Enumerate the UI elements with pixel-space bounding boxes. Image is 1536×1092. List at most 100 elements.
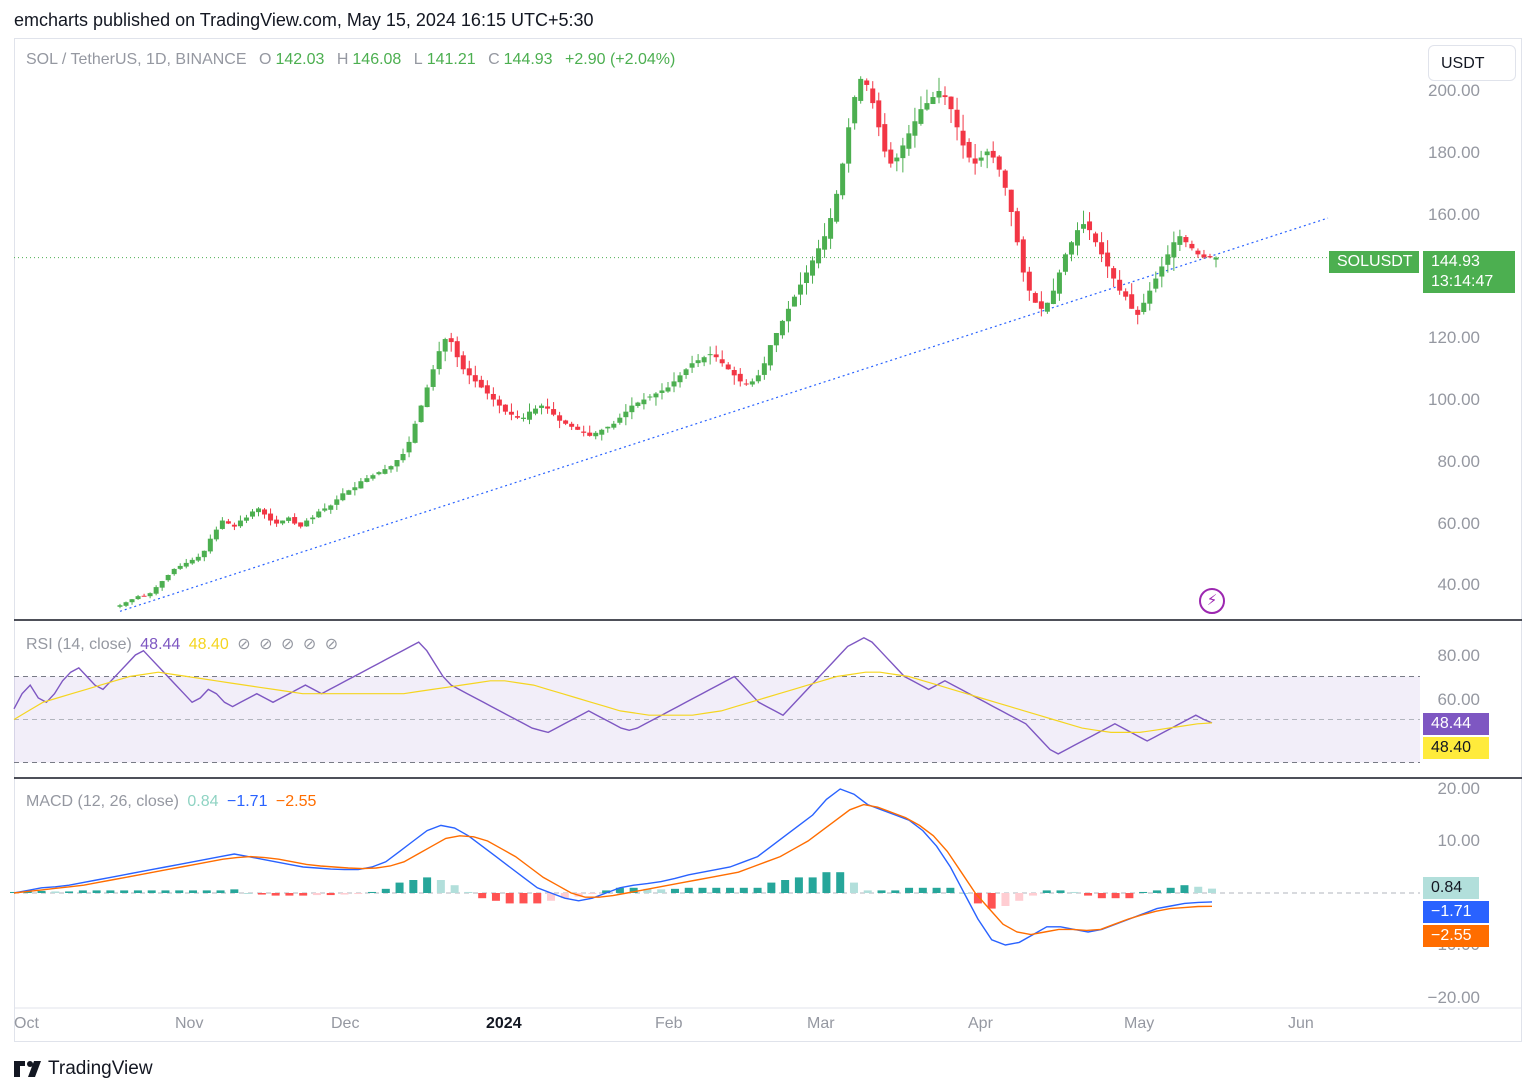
candle-body xyxy=(171,568,177,575)
candle-body xyxy=(358,481,364,489)
x-label-apr: Apr xyxy=(968,1015,993,1032)
candle-body xyxy=(810,260,816,276)
macd-histogram-bar xyxy=(987,893,996,909)
candle-body xyxy=(280,520,286,524)
macd-histogram-bar xyxy=(781,880,790,893)
macd-histogram-bar xyxy=(505,893,514,904)
candle-body xyxy=(1020,239,1026,273)
candle-body xyxy=(490,393,496,400)
candle-body xyxy=(382,469,388,474)
lightning-icon[interactable]: ⚡ xyxy=(1199,588,1225,614)
candle-body xyxy=(484,385,490,394)
candle-body xyxy=(129,599,135,603)
macd-histogram-bar xyxy=(932,887,941,893)
macd-histogram-bar xyxy=(23,891,32,893)
candle-body xyxy=(430,369,436,387)
candle-body xyxy=(713,354,719,358)
macd-histogram-bar xyxy=(326,893,335,896)
macd-histogram-bar xyxy=(120,890,129,893)
macd-histogram-bar xyxy=(340,893,349,895)
candle-body xyxy=(641,399,647,405)
candle-body xyxy=(791,296,797,307)
candle-body xyxy=(195,556,201,561)
candle-body xyxy=(804,272,810,284)
candle-body xyxy=(1081,224,1087,229)
macd-axis-neg20: −20.00 xyxy=(1427,988,1480,1007)
candle-body xyxy=(472,375,478,382)
candle-body xyxy=(442,339,448,352)
candle-body xyxy=(894,157,900,162)
rsi-title[interactable]: RSI (14, close) xyxy=(26,636,132,653)
candle-body xyxy=(1123,291,1129,297)
macd-histogram-bar xyxy=(905,887,914,893)
candle-body xyxy=(942,95,948,98)
candle-body xyxy=(647,396,653,398)
rsi-legend: RSI (14, close) 48.44 48.40 ⊘ ⊘ ⊘ ⊘ ⊘ xyxy=(26,634,342,654)
macd-histogram-bar xyxy=(244,893,253,894)
candle-body xyxy=(816,248,822,264)
candle-body xyxy=(906,133,912,149)
macd-histogram-bar xyxy=(395,882,404,893)
candle-body xyxy=(888,149,894,164)
currency-button[interactable]: USDT xyxy=(1428,45,1516,81)
candle-body xyxy=(966,141,972,158)
candle-body xyxy=(725,364,731,370)
macd-histogram-bar xyxy=(836,872,845,893)
macd-histogram-bar xyxy=(588,893,597,895)
macd-histogram-bar xyxy=(423,877,432,893)
candle-body xyxy=(1008,189,1014,212)
candle-body xyxy=(394,460,400,467)
candle-body xyxy=(286,517,292,521)
price-axis-label: 200.00 xyxy=(1428,81,1480,100)
candle-body xyxy=(1189,243,1195,249)
low-value: 141.21 xyxy=(426,51,476,68)
macd-histogram-bar xyxy=(973,893,982,904)
macd-histogram-bar xyxy=(643,888,652,893)
candle-body xyxy=(870,88,876,104)
candle-body xyxy=(864,80,870,85)
macd-histogram-bar xyxy=(946,887,955,893)
symbol-price-tag: SOLUSDT xyxy=(1329,251,1419,273)
candle-body xyxy=(683,369,689,376)
candle-body xyxy=(1074,230,1080,246)
candle-body xyxy=(587,432,593,436)
macd-histogram-bar xyxy=(670,888,679,893)
macd-histogram-bar xyxy=(189,890,198,893)
rsi-line xyxy=(13,637,1213,755)
tradingview-logo-icon xyxy=(14,1061,41,1077)
macd-axis-10: 10.00 xyxy=(1437,831,1480,850)
candle-body xyxy=(761,363,767,375)
macd-title[interactable]: MACD (12, 26, close) xyxy=(26,793,179,810)
high-value: 146.08 xyxy=(352,51,402,68)
candle-body xyxy=(268,513,274,521)
symbol-label[interactable]: SOL / TetherUS, 1D, BINANCE xyxy=(26,51,247,68)
macd-value: −1.71 xyxy=(226,793,268,810)
candle-body xyxy=(689,363,695,368)
candle-body xyxy=(593,432,599,437)
candle-body xyxy=(954,109,960,128)
macd-histogram-bar xyxy=(37,890,46,893)
price-axis-label: 180.00 xyxy=(1428,143,1480,162)
candle-body xyxy=(364,478,370,482)
candle-body xyxy=(316,511,322,518)
candle-body xyxy=(520,417,526,419)
candle-body xyxy=(659,390,665,393)
candle-body xyxy=(846,127,852,164)
macd-histogram-bar xyxy=(739,887,748,893)
candle-body xyxy=(1201,254,1207,258)
candle-body xyxy=(737,373,743,382)
candle-body xyxy=(183,562,189,567)
candle-body xyxy=(406,441,412,453)
candle-body xyxy=(237,520,243,527)
candle-body xyxy=(569,423,575,427)
candle-body xyxy=(629,405,635,413)
candle-body xyxy=(207,538,213,552)
candle-body xyxy=(1111,268,1117,279)
chart-frame xyxy=(14,38,1522,1042)
macd-histogram-bar xyxy=(299,893,308,896)
candle-body xyxy=(346,490,352,495)
tradingview-logo[interactable]: TradingView xyxy=(14,1058,153,1080)
candle-body xyxy=(1062,254,1068,272)
candle-body xyxy=(948,96,954,110)
